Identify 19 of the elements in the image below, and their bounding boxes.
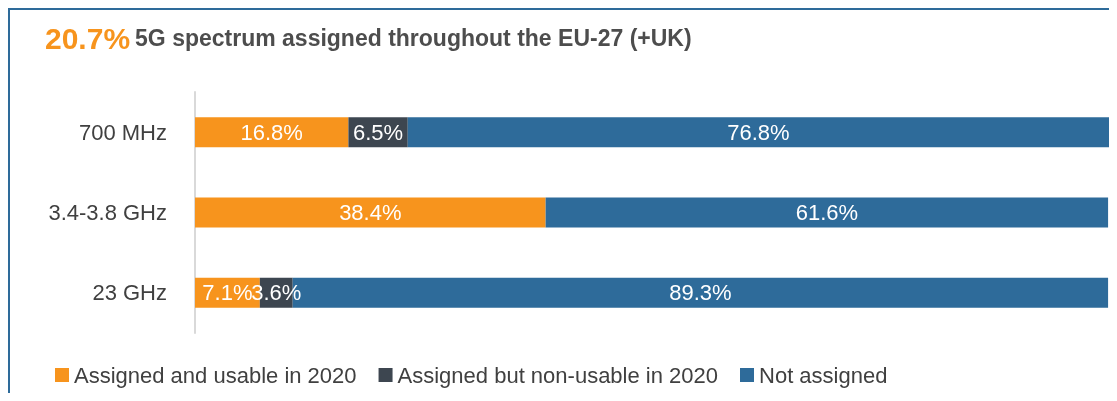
legend-label: Not assigned [759,362,888,388]
y-tick-label: 3.4-3.8 GHz [48,200,167,225]
bar [545,197,1109,228]
y-tick-label: 23 GHz [92,280,167,306]
y-tick-label: 700 MHz [78,119,167,145]
bar [407,117,1109,148]
data-label: 7.1% [202,280,253,306]
data-label: 38.4% [339,200,402,225]
chart-title: 5G spectrum assigned throughout the EU-27 (+UK) [135,25,692,51]
data-label: 89.3% [669,280,732,306]
bar [195,197,546,228]
data-label: 76.8% [727,119,790,145]
data-label: 61.6% [795,200,859,225]
text: 20.7% [45,21,131,55]
bar [195,117,349,148]
legend-label: Assigned and usable in 2020 [74,362,357,388]
legend-label: Assigned but non-usable in 2020 [397,362,719,388]
data-label: 6.5% [353,119,404,145]
data-label: 16.8% [240,119,303,145]
